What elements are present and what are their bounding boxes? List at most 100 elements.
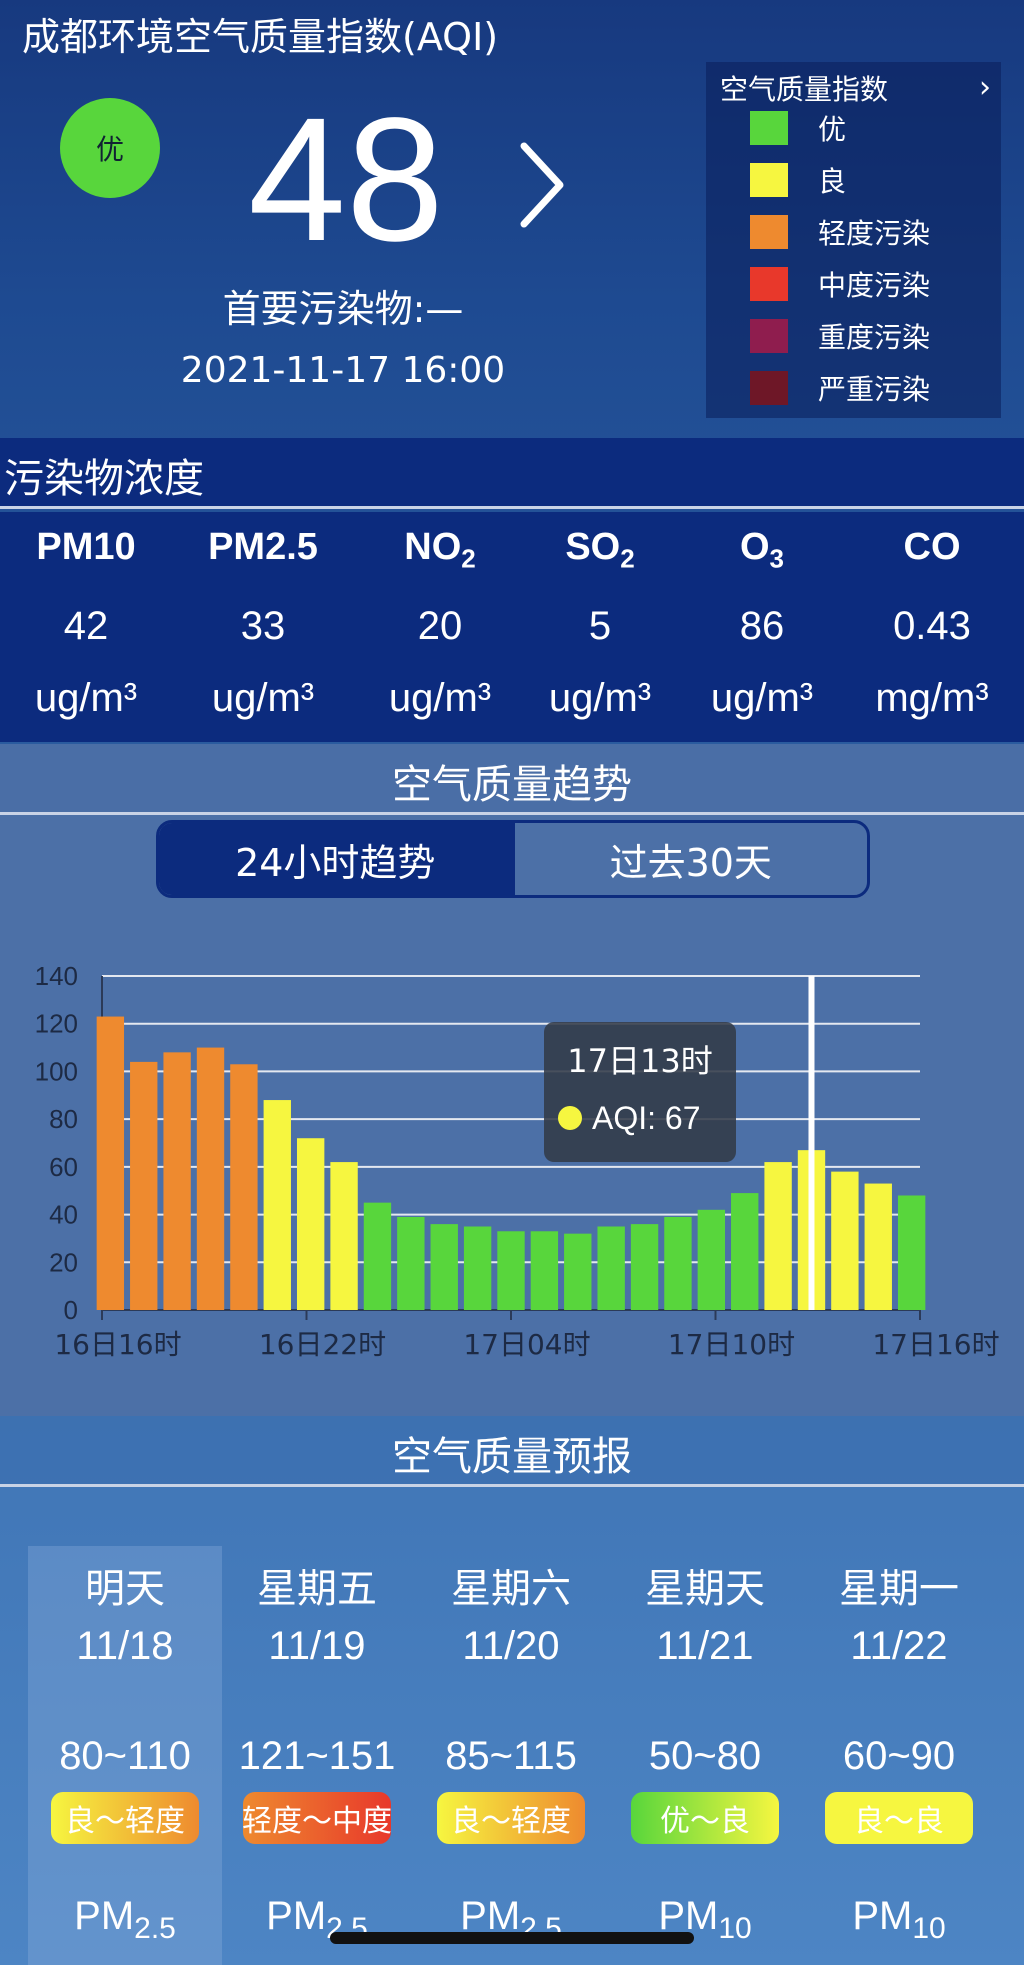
aqi-bar [664,1216,692,1310]
pollutant-unit: ug/m³ [34,676,138,720]
pollutant-unit: ug/m³ [548,676,652,720]
legend-swatch [750,111,788,145]
aqi-trend-chart[interactable]: 0 20 40 60 80 100 120 140 16日16时 16日22时 17日04时 17日1… [0,960,1024,1380]
x-tick-label: 16日22时 [259,1328,386,1361]
legend-swatch [750,319,788,353]
aqi-bar [697,1209,726,1310]
pollutant-name: CO [903,526,961,568]
aqi-bar [463,1226,492,1310]
legend-item: 中度污染 [750,264,930,304]
legend-title: 空气质量指数 [720,73,889,106]
forecast-aqi-range: 50~80 [648,1734,762,1778]
forecast-level-badge: 优～良 [631,1792,779,1844]
forecast-level-badge: 良～良 [825,1792,973,1844]
legend-swatch [750,371,788,405]
forecast-primary-pollutant: PM10 [852,1894,946,1945]
aqi-bar [597,1226,625,1310]
y-tick-label: 0 [64,1295,78,1325]
section-title: 污染物浓度 [4,456,204,502]
aqi-bar [864,1183,892,1310]
trend-section-header: 空气质量趋势 [0,744,1024,815]
y-tick-label: 80 [49,1104,78,1134]
aqi-bar [897,1195,926,1310]
y-tick-label: 20 [49,1247,78,1277]
forecast-level-badge: 轻度～中度 [242,1792,392,1844]
legend-item: 重度污染 [750,316,930,356]
chevron-right-icon[interactable] [518,140,566,230]
legend-label: 优 [818,113,847,146]
aqi-bar [263,1100,291,1310]
aqi-level-badge: 优 [60,98,160,198]
aqi-bar [564,1233,592,1310]
aqi-legend[interactable]: 空气质量指数 › 优良轻度污染中度污染重度污染严重污染 [706,62,1001,418]
forecast-aqi-range: 121~151 [238,1734,396,1778]
y-tick-label: 100 [35,1056,78,1086]
forecast-day-label: 明天 [85,1566,165,1612]
app-title: 成都环境空气质量指数(AQI) [22,15,499,59]
legend-label: 良 [818,165,847,198]
forecast-date: 11/20 [462,1624,560,1668]
tooltip-title: 17日13时 [567,1042,712,1080]
tooltip-box [544,1022,736,1162]
aqi-bar [630,1224,659,1310]
pollutant-value: 0.43 [893,604,971,648]
pollutant-value: 33 [240,604,286,648]
legend-label: 严重污染 [818,373,931,406]
y-tick-label: 140 [35,961,78,991]
forecast-day[interactable]: 明天 11/18 80~110 良～轻度 PM2.5 [28,1546,222,1965]
pollutant-name: O3 [739,526,785,574]
aqi-bar [196,1047,225,1310]
trend-range-tabs: 24小时趋势 过去30天 [156,820,870,898]
forecast-primary-pollutant: PM2.5 [74,1894,176,1945]
aqi-bar [397,1216,425,1310]
aqi-bar [363,1202,392,1310]
x-tick-label: 17日16时 [872,1328,999,1361]
tab-24-hour[interactable]: 24小时趋势 [159,823,512,895]
forecast-aqi-range: 60~90 [842,1734,956,1778]
forecast-day[interactable]: 星期五 11/19 121~151 轻度～中度 PM2.5 [220,1546,414,1965]
legend-item: 良 [750,160,846,200]
aqi-bar [764,1162,792,1310]
update-time: 2021-11-17 16:00 [180,350,506,391]
forecast-date: 11/19 [268,1624,366,1668]
forecast-level-badge: 良～轻度 [51,1792,199,1844]
pollutant-unit: ug/m³ [211,676,315,720]
pollutant-value: 20 [417,604,463,648]
pollutant-unit: ug/m³ [388,676,492,720]
y-tick-label: 40 [49,1200,78,1230]
y-tick-label: 60 [49,1152,78,1182]
legend-item: 严重污染 [750,368,930,408]
forecast-aqi-range: 80~110 [59,1734,191,1778]
aqi-bar [731,1193,759,1310]
forecast-day-label: 星期五 [257,1566,377,1612]
tab-past-30-days[interactable]: 过去30天 [511,823,868,895]
chevron-right-icon[interactable]: › [979,70,991,105]
home-indicator[interactable] [330,1932,694,1944]
forecast-date: 11/18 [76,1624,174,1668]
aqi-bar [330,1162,358,1310]
forecast-primary-pollutant: PM2.5 [266,1894,368,1945]
pollutant-name: PM10 [36,526,136,568]
forecast-day-label: 星期天 [645,1566,765,1612]
forecast-primary-pollutant: PM10 [658,1894,752,1945]
pollutants-section-header: 污染物浓度 [0,438,1024,509]
legend-label: 中度污染 [818,269,931,302]
aqi-bar [497,1231,525,1310]
tooltip-dot [558,1106,582,1130]
forecast-day[interactable]: 星期天 11/21 50~80 优～良 PM10 [608,1546,802,1965]
section-title: 空气质量预报 [392,1434,632,1480]
legend-swatch [750,267,788,301]
forecast-section-header: 空气质量预报 [0,1416,1024,1487]
forecast-date: 11/22 [850,1624,948,1668]
aqi-value: 48 [248,82,444,278]
pollutant-value: 5 [588,604,612,648]
forecast-day[interactable]: 星期一 11/22 60~90 良～良 PM10 [802,1546,996,1965]
aqi-bar [530,1231,559,1310]
legend-label: 轻度污染 [818,217,931,250]
pollutant-value: 86 [739,604,785,648]
forecast-day-label: 星期一 [839,1566,959,1612]
pollutant-unit: mg/m³ [875,676,989,720]
forecast-day[interactable]: 星期六 11/20 85~115 良～轻度 PM2.5 [414,1546,608,1965]
pollutant-concentrations: PM10 42 ug/m³ PM2.5 33 ug/m³ NO2 20 ug/m³ SO2 5 ug/… [0,512,1024,742]
legend-label: 重度污染 [818,321,931,354]
